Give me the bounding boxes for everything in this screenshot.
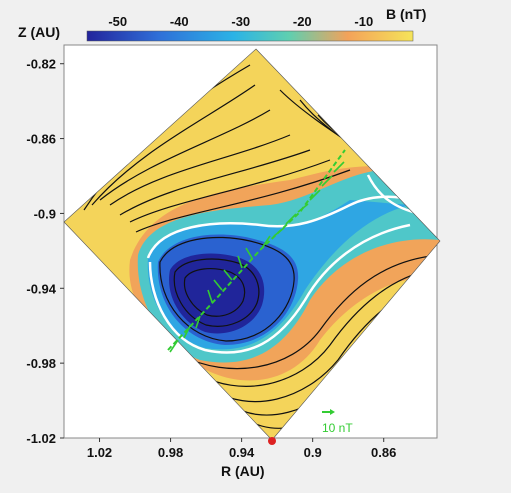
scale-arrow-head xyxy=(330,409,335,415)
x-tick-label: 0.94 xyxy=(229,445,255,460)
y-tick-label: -0.9 xyxy=(34,206,56,221)
colorbar-label: B (nT) xyxy=(386,6,426,22)
y-axis: -0.82 -0.86 -0.9 -0.94 -0.98 -1.02 xyxy=(26,57,64,446)
colorbar xyxy=(86,30,414,42)
scale-arrow-label: 10 nT xyxy=(322,421,353,435)
y-tick-label: -0.86 xyxy=(26,132,56,147)
field-minimum-core xyxy=(169,253,265,334)
colorbar-tick-label: -30 xyxy=(231,14,250,29)
y-tick-label: -0.82 xyxy=(26,57,56,72)
x-axis: 1.02 0.98 0.94 0.9 0.86 xyxy=(87,438,396,460)
colorbar-tick-label: -40 xyxy=(170,14,189,29)
y-tick-label: -0.98 xyxy=(26,356,56,371)
y-tick-label: -0.94 xyxy=(26,281,56,296)
trajectory-vectors xyxy=(169,161,345,353)
x-tick-label: 0.86 xyxy=(371,445,396,460)
colorbar-tick-label: -20 xyxy=(293,14,312,29)
colorbar-tick-label: -10 xyxy=(354,14,373,29)
field-map xyxy=(64,49,440,440)
x-tick-label: 0.9 xyxy=(304,445,322,460)
y-tick-label: -1.02 xyxy=(26,431,56,446)
x-tick-label: 1.02 xyxy=(87,445,112,460)
trajectory xyxy=(167,149,346,353)
x-axis-title: R (AU) xyxy=(221,463,265,479)
colorbar-tick-label: -50 xyxy=(108,14,127,29)
trajectory-line xyxy=(167,149,346,351)
colorbar-ticks: -50 -40 -30 -20 -10 xyxy=(108,14,373,29)
y-axis-title: Z (AU) xyxy=(18,24,60,40)
x-tick-label: 0.98 xyxy=(158,445,183,460)
spacecraft-marker xyxy=(268,437,276,445)
scale-arrow: 10 nT xyxy=(322,409,353,435)
